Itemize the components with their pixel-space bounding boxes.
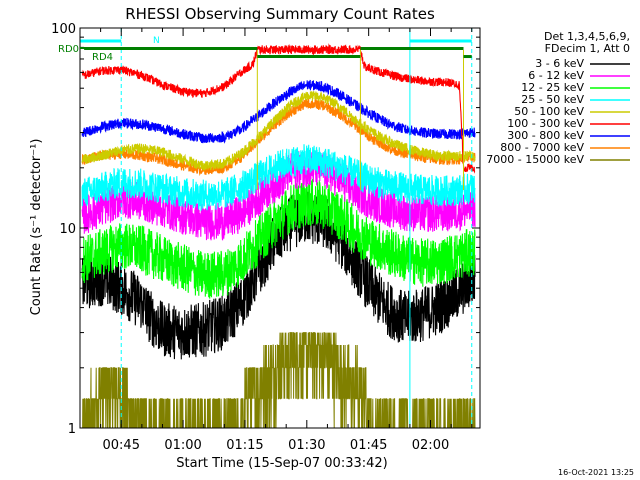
legend-entry-label: 7000 - 15000 keV xyxy=(486,153,584,166)
y-tick-label: 1 xyxy=(68,422,76,437)
legend-header: Det 1,3,4,5,6,9, xyxy=(544,30,630,43)
plot-area xyxy=(80,28,476,428)
x-tick-label: 01:45 xyxy=(350,438,387,453)
legend: Det 1,3,4,5,6,9,FDecim 1, Att 0 3 - 6 keV… xyxy=(486,30,630,166)
legend-entry-label: 6 - 12 keV xyxy=(528,69,584,82)
x-tick-label: 00:45 xyxy=(103,438,140,453)
chart-title: RHESSI Observing Summary Count Rates xyxy=(125,5,435,23)
n-label: N xyxy=(153,36,160,46)
legend-entry-label: 800 - 7000 keV xyxy=(500,141,584,154)
x-tick-label: 02:00 xyxy=(412,438,449,453)
timestamp: 16-Oct-2021 13:25 xyxy=(558,468,634,477)
legend-entry-label: 100 - 300 keV xyxy=(507,117,584,130)
series-line-6 xyxy=(81,79,476,144)
legend-header: FDecim 1, Att 0 xyxy=(545,42,630,55)
x-axis-label: Start Time (15-Sep-07 00:33:42) xyxy=(176,456,387,471)
axis-ticks: 1 10 100 00:45 01:00 01:15 01:30 01:45 02:00 xyxy=(51,22,481,453)
legend-entry-label: 3 - 6 keV xyxy=(535,57,584,70)
x-tick-label: 01:30 xyxy=(288,438,325,453)
x-tick-label: 01:00 xyxy=(164,438,201,453)
rd4-label: RD4 xyxy=(92,52,113,63)
legend-entry-label: 25 - 50 keV xyxy=(521,93,584,106)
legend-entry-label: 50 - 100 keV xyxy=(514,105,584,118)
y-axis-label: Count Rate (s⁻¹ detector⁻¹) xyxy=(29,139,44,316)
legend-entry-label: 300 - 800 keV xyxy=(507,129,584,142)
y-tick-label: 100 xyxy=(51,22,76,37)
series-line-8 xyxy=(82,332,476,428)
y-tick-label: 10 xyxy=(59,222,76,237)
x-tick-label: 01:15 xyxy=(226,438,263,453)
rd0-label: RD0 xyxy=(58,44,79,55)
legend-entry-label: 12 - 25 keV xyxy=(521,81,584,94)
